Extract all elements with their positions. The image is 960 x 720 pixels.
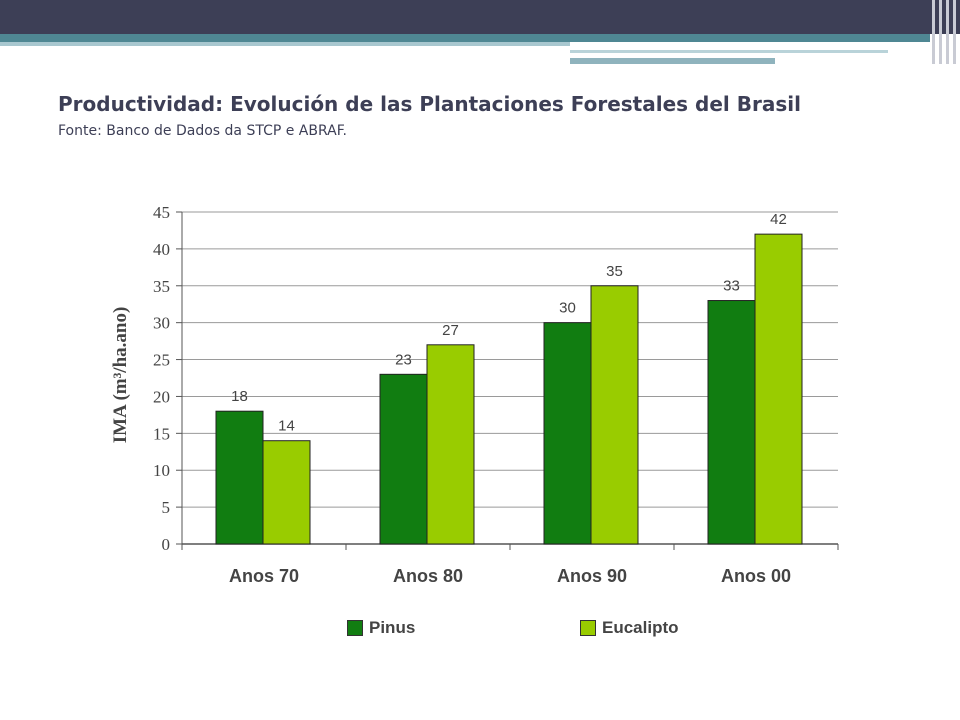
bar-chart: 0 5 10 15 20 25 30 35 40 45 18 14 Anos 70 23 27 Anos 80… — [110, 203, 839, 586]
header-accent-line — [570, 58, 775, 64]
legend-item-pinus: Pinus — [347, 618, 415, 638]
y-tick-label: 40 — [153, 240, 170, 259]
y-tick-label: 0 — [162, 535, 171, 554]
data-label: 27 — [442, 322, 459, 339]
y-axis-label: IMA (m³/ha.ano) — [110, 307, 131, 444]
data-label: 42 — [770, 211, 787, 228]
legend-label-pinus: Pinus — [369, 618, 416, 637]
bar-eucalipto-0 — [262, 440, 311, 545]
page-title: Productividad: Evolución de las Plantaci… — [58, 92, 801, 116]
bars — [215, 233, 803, 545]
data-label: 18 — [231, 388, 248, 405]
legend-label-eucalipto: Eucalipto — [602, 618, 679, 637]
bar-eucalipto-1 — [426, 344, 475, 545]
y-tick-label: 45 — [153, 203, 170, 222]
x-tick-label: Anos 90 — [557, 566, 627, 586]
bar-pinus-1 — [379, 373, 428, 545]
header-bar — [0, 0, 960, 34]
legend-swatch-pinus — [347, 620, 363, 636]
y-tick-label: 20 — [153, 387, 170, 406]
y-tick-label: 5 — [162, 498, 171, 517]
y-tick-label: 35 — [153, 277, 170, 296]
x-tick-label: Anos 00 — [721, 566, 791, 586]
y-tick-label: 15 — [153, 424, 170, 443]
data-label: 14 — [278, 418, 295, 435]
header-divider — [946, 0, 949, 64]
bar-eucalipto-2 — [590, 285, 639, 545]
header-accent-line — [570, 50, 888, 53]
labels: 0 5 10 15 20 25 30 35 40 45 18 14 Anos 70 23 27 Anos 80… — [153, 203, 791, 586]
bar-eucalipto-3 — [754, 233, 803, 545]
bar-pinus-0 — [215, 410, 264, 545]
data-label: 23 — [395, 351, 412, 368]
y-tick-label: 10 — [153, 461, 170, 480]
header-divider — [953, 0, 956, 64]
legend-item-eucalipto: Eucalipto — [580, 618, 679, 638]
legend-swatch-eucalipto — [580, 620, 596, 636]
data-label: 33 — [723, 278, 740, 295]
bar-pinus-2 — [543, 322, 592, 545]
x-tick-label: Anos 70 — [229, 566, 299, 586]
header-divider — [939, 0, 942, 64]
header-accent-stripe — [0, 34, 930, 42]
y-tick-label: 25 — [153, 351, 170, 370]
bar-pinus-3 — [707, 300, 756, 545]
page-subtitle: Fonte: Banco de Dados da STCP e ABRAF. — [58, 123, 347, 139]
data-label: 30 — [559, 300, 576, 317]
y-tick-label: 30 — [153, 314, 170, 333]
data-label: 35 — [606, 263, 623, 280]
header-divider — [932, 0, 935, 64]
header-accent-line — [0, 42, 570, 46]
x-tick-label: Anos 80 — [393, 566, 463, 586]
